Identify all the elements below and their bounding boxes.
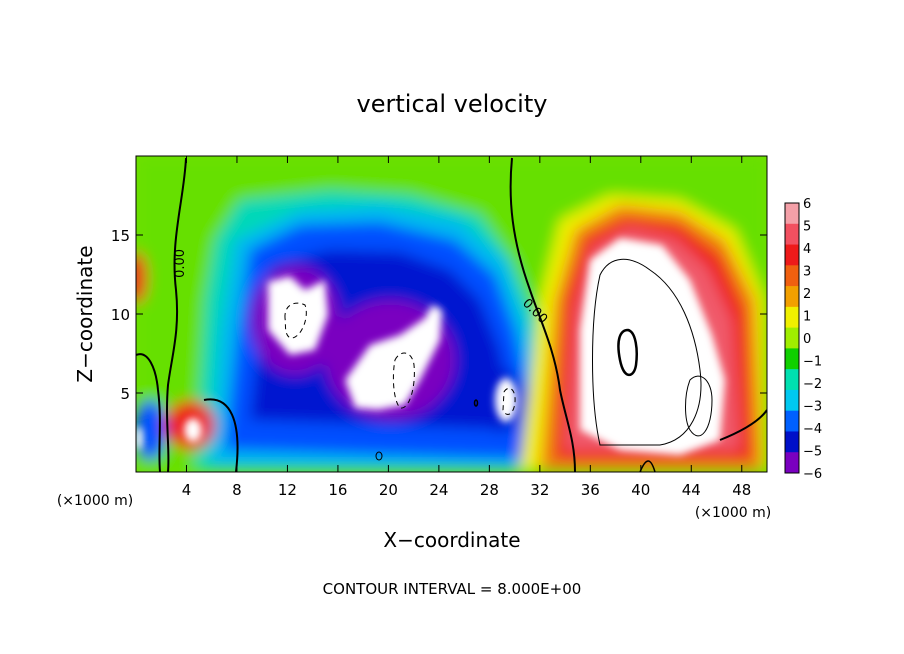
- x-tick-label: 40: [631, 481, 650, 499]
- colorbar-swatch: [785, 306, 799, 329]
- colorbar-frame: [784, 202, 800, 474]
- x-tick-label: 36: [581, 481, 600, 499]
- contour-interval-footer: CONTOUR INTERVAL = 8.000E+00: [323, 580, 582, 598]
- x-unit-left: (×1000 m): [57, 493, 133, 509]
- colorbar-swatch: [785, 203, 799, 225]
- colorbar-label: 1: [803, 310, 811, 325]
- x-tick-label: 24: [429, 481, 448, 499]
- colorbar-swatch: [785, 286, 799, 308]
- y-tick-label: 15: [111, 227, 130, 245]
- colorbar-label: −3: [803, 400, 822, 415]
- field-extremes: [136, 238, 725, 455]
- contour-lines: [136, 157, 767, 472]
- colorbar-label: 4: [803, 242, 811, 257]
- x-tick-label: 4: [182, 481, 192, 499]
- colorbar-label: −5: [803, 445, 822, 460]
- colorbar-swatch: [785, 452, 799, 474]
- x-tick-label: 16: [328, 481, 347, 499]
- colorbar-label: −2: [803, 377, 822, 392]
- colorbar-swatch: [785, 410, 799, 432]
- x-tick-label: 20: [379, 481, 398, 499]
- x-tick-label: 32: [530, 481, 549, 499]
- colorbar-label: 5: [803, 220, 811, 235]
- chart-title: vertical velocity: [357, 90, 548, 118]
- colorbar-swatch: [785, 244, 799, 266]
- contour-label: 0.00: [173, 249, 188, 278]
- x-unit-right: (×1000 m): [695, 505, 771, 521]
- colorbar-label: 6: [803, 197, 811, 212]
- colorbar-label: 3: [803, 265, 811, 280]
- colorbar-swatch: [785, 369, 799, 391]
- y-axis-ticks: 5 10 15: [111, 227, 767, 403]
- colorbar-label: −4: [803, 422, 822, 437]
- x-tick-label: 44: [682, 481, 701, 499]
- x-axis-ticks: 4 8 12 16 20 24 28 32 36 40 44 48: [182, 156, 751, 499]
- x-tick-label: 48: [732, 481, 751, 499]
- colorbar-swatch: [785, 348, 799, 370]
- colorbar: 6 5 4 3 2 1 0 −1 −2 −3 −4 −5 −6: [784, 197, 822, 482]
- x-axis-label: X−coordinate: [383, 528, 520, 552]
- colorbar-label: −6: [803, 467, 822, 482]
- colorbar-swatch: [785, 265, 799, 287]
- y-axis-label: Z−coordinate: [73, 245, 97, 382]
- colorbar-swatch: [785, 389, 799, 412]
- y-tick-label: 10: [111, 306, 130, 324]
- x-tick-label: 12: [278, 481, 297, 499]
- colorbar-label: 2: [803, 287, 811, 302]
- x-tick-label: 8: [232, 481, 242, 499]
- colorbar-label: −1: [803, 355, 822, 370]
- velocity-field: 0.000.00: [136, 156, 767, 472]
- colorbar-swatch: [785, 327, 799, 349]
- colorbar-swatch: [785, 223, 799, 246]
- x-tick-label: 28: [480, 481, 499, 499]
- colorbar-label: 0: [803, 332, 811, 347]
- colorbar-swatch: [785, 431, 799, 453]
- y-tick-label: 5: [120, 385, 130, 403]
